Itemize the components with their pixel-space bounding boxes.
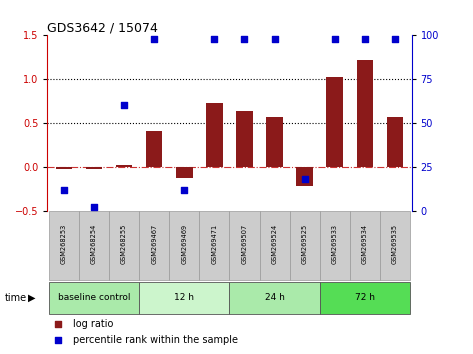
Point <box>331 36 339 42</box>
Text: GSM269534: GSM269534 <box>362 224 368 264</box>
Bar <box>56 167 72 170</box>
Bar <box>260 211 289 280</box>
Bar <box>139 211 169 280</box>
Point <box>271 36 278 42</box>
Bar <box>266 117 283 167</box>
Bar <box>297 167 313 186</box>
Bar <box>86 167 102 169</box>
Bar <box>176 167 193 178</box>
Text: percentile rank within the sample: percentile rank within the sample <box>73 335 238 345</box>
Bar <box>380 211 410 280</box>
Text: 24 h: 24 h <box>264 293 284 302</box>
Point <box>241 36 248 42</box>
Bar <box>386 117 403 167</box>
Bar <box>139 282 229 314</box>
Bar <box>326 76 343 167</box>
Text: GSM269467: GSM269467 <box>151 224 157 264</box>
Text: time: time <box>5 293 27 303</box>
Bar <box>289 211 320 280</box>
Point <box>54 337 62 343</box>
Text: GSM269524: GSM269524 <box>272 224 278 264</box>
Text: baseline control: baseline control <box>58 293 130 302</box>
Point <box>181 187 188 193</box>
Bar <box>320 282 410 314</box>
Point <box>60 187 68 193</box>
Bar <box>350 211 380 280</box>
Point <box>210 36 218 42</box>
Bar <box>229 211 260 280</box>
Text: 72 h: 72 h <box>355 293 375 302</box>
Bar <box>116 165 132 167</box>
Bar <box>49 282 139 314</box>
Point <box>120 103 128 108</box>
Point <box>90 204 98 210</box>
Point <box>301 176 308 182</box>
Bar <box>320 211 350 280</box>
Text: GSM269535: GSM269535 <box>392 224 398 264</box>
Bar <box>49 211 79 280</box>
Bar <box>79 211 109 280</box>
Text: GSM268254: GSM268254 <box>91 224 97 264</box>
Text: GSM269471: GSM269471 <box>211 224 218 264</box>
Text: GSM269507: GSM269507 <box>241 224 247 264</box>
Text: 12 h: 12 h <box>174 293 194 302</box>
Text: GSM268255: GSM268255 <box>121 224 127 264</box>
Text: GSM269469: GSM269469 <box>181 224 187 264</box>
Bar <box>109 211 139 280</box>
Text: log ratio: log ratio <box>73 319 113 329</box>
Point <box>391 36 399 42</box>
Text: GSM269533: GSM269533 <box>332 224 338 264</box>
Bar <box>169 211 199 280</box>
Text: ▶: ▶ <box>28 293 36 303</box>
Bar <box>146 131 162 167</box>
Text: GSM269525: GSM269525 <box>302 224 307 264</box>
Bar <box>357 60 373 167</box>
Text: GSM268253: GSM268253 <box>61 224 67 264</box>
Bar <box>229 282 320 314</box>
Text: GDS3642 / 15074: GDS3642 / 15074 <box>47 21 158 34</box>
Point <box>361 36 368 42</box>
Bar <box>236 111 253 167</box>
Bar <box>199 211 229 280</box>
Point <box>150 36 158 42</box>
Bar <box>206 103 223 167</box>
Point <box>54 321 62 326</box>
